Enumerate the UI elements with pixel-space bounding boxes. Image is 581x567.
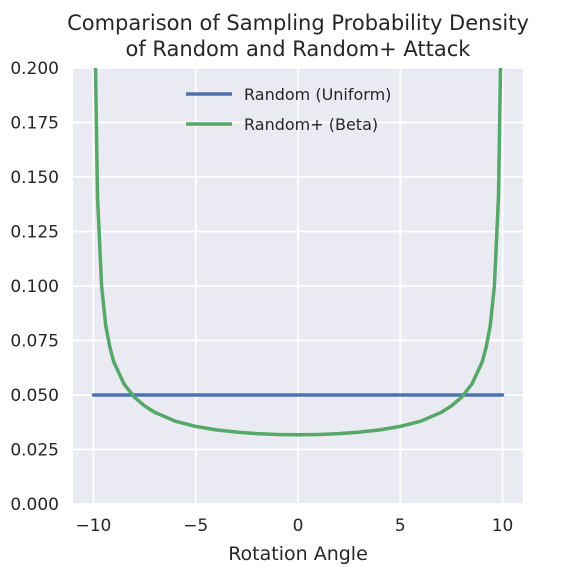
- x-tick-label: 0: [293, 516, 304, 536]
- x-axis-ticks: −10 −5 0 5 10: [76, 516, 514, 536]
- y-tick-label: 0.100: [10, 277, 59, 297]
- x-tick-label: 5: [395, 516, 406, 536]
- x-tick-label: −5: [183, 516, 208, 536]
- legend: Random (Uniform) Random+ (Beta): [186, 85, 391, 134]
- legend-label-random-uniform: Random (Uniform): [244, 85, 391, 104]
- y-tick-label: 0.050: [10, 386, 59, 406]
- chart-title-line-2: of Random and Random+ Attack: [126, 37, 472, 61]
- y-tick-label: 0.150: [10, 168, 59, 188]
- chart-title-line-1: Comparison of Sampling Probability Densi…: [67, 11, 529, 35]
- series-lines: [91, 68, 505, 437]
- y-tick-label: 0.175: [10, 114, 59, 134]
- y-tick-label: 0.000: [10, 495, 59, 515]
- y-axis-ticks: 0.000 0.025 0.050 0.075 0.100 0.125 0.150 0.175…: [10, 59, 59, 515]
- x-tick-label: −10: [76, 516, 112, 536]
- y-tick-label: 0.075: [10, 332, 59, 352]
- y-tick-label: 0.025: [10, 441, 59, 461]
- x-axis-label: Rotation Angle: [228, 543, 368, 565]
- legend-label-random-plus-beta: Random+ (Beta): [244, 115, 378, 134]
- x-tick-label: 10: [492, 516, 514, 536]
- y-tick-label: 0.125: [10, 223, 59, 243]
- series-line-random-plus-beta: [93, 68, 503, 437]
- y-tick-label: 0.200: [10, 59, 59, 79]
